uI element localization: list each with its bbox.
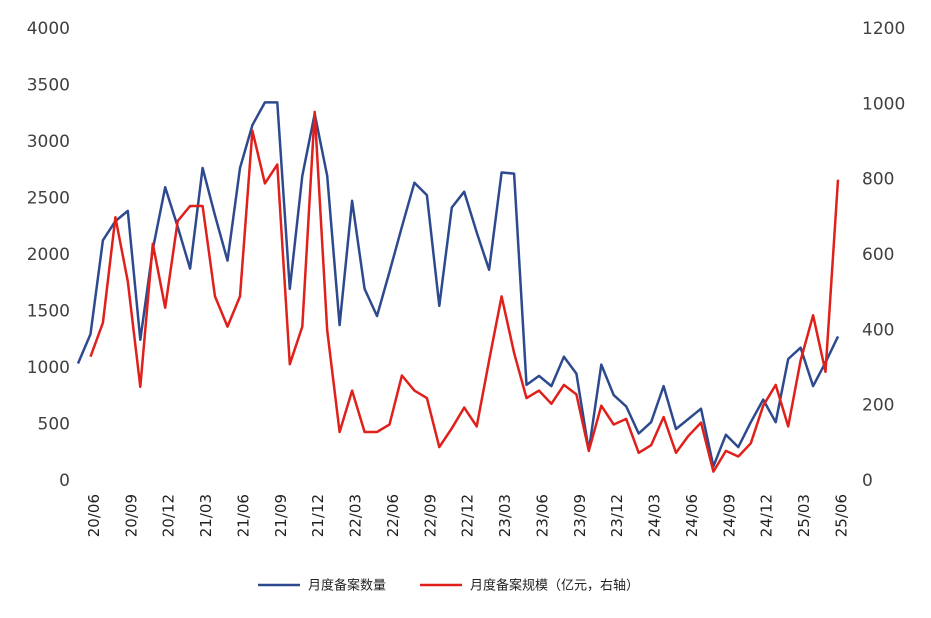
y-tick-label: 1500 (27, 302, 70, 322)
y-tick-label: 3500 (27, 76, 70, 96)
x-tick-label: 21/03 (197, 494, 215, 537)
x-tick-label: 21/09 (272, 494, 290, 537)
x-tick-label: 24/03 (646, 494, 664, 537)
y2-tick-label: 400 (862, 320, 894, 340)
series-line (76, 101, 840, 468)
y-tick-label: 0 (59, 471, 70, 491)
y-tick-label: 2500 (27, 189, 70, 209)
y2-tick-label: 1000 (862, 94, 905, 114)
x-tick-label: 20/12 (160, 494, 178, 537)
x-tick-label: 23/12 (608, 494, 626, 537)
y-tick-label: 1000 (27, 358, 70, 378)
x-tick-label: 24/09 (720, 494, 738, 537)
x-tick-label: 22/03 (347, 494, 365, 537)
x-tick-label: 25/06 (833, 494, 851, 537)
y-tick-label: 4000 (27, 19, 70, 39)
x-tick-label: 25/03 (795, 494, 813, 537)
x-tick-label: 23/03 (496, 494, 514, 537)
y2-tick-label: 1200 (862, 19, 905, 39)
y-tick-label: 500 (38, 415, 70, 435)
x-tick-label: 23/09 (571, 494, 589, 537)
x-tick-label: 21/06 (234, 494, 252, 537)
x-tick-label: 24/12 (758, 494, 776, 537)
x-tick-label: 22/12 (459, 494, 477, 537)
x-tick-label: 24/06 (683, 494, 701, 537)
x-tick-label: 20/06 (85, 494, 103, 537)
y2-tick-label: 800 (862, 170, 894, 190)
x-tick-label: 21/12 (309, 494, 327, 537)
series-line (89, 110, 840, 473)
legend-label: 月度备案规模（亿元，右轴） (470, 578, 639, 594)
y2-tick-label: 0 (862, 471, 873, 491)
x-tick-label: 20/09 (122, 494, 140, 537)
x-tick-label: 22/06 (384, 494, 402, 537)
y-tick-label: 2000 (27, 245, 70, 265)
x-tick-label: 22/09 (421, 494, 439, 537)
x-tick-label: 23/06 (533, 494, 551, 537)
y2-tick-label: 600 (862, 245, 894, 265)
y2-tick-label: 200 (862, 396, 894, 416)
legend-label: 月度备案数量 (308, 578, 386, 594)
y-tick-label: 3000 (27, 132, 70, 152)
